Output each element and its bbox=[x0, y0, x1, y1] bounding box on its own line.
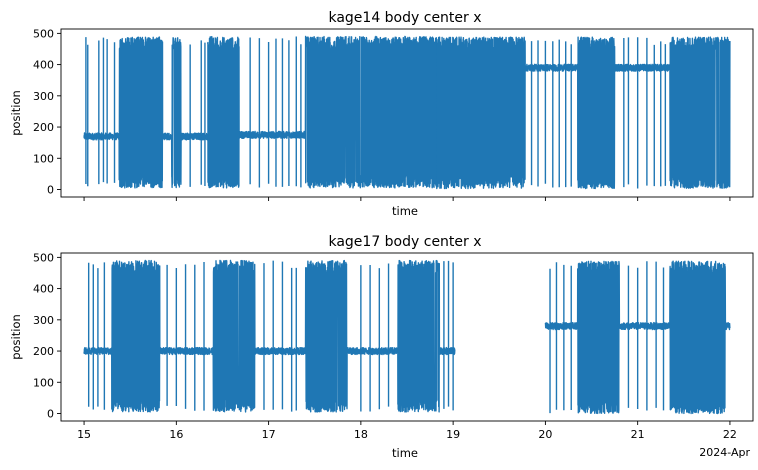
y-axis-label: position bbox=[9, 314, 23, 360]
x-axis-ticks: 15 16 17 18 19 20 21 22 bbox=[77, 421, 737, 441]
x-tick-label: 20 bbox=[538, 428, 552, 441]
axes-frame bbox=[60, 252, 754, 422]
series-line bbox=[83, 36, 209, 189]
axes-frame bbox=[60, 28, 754, 198]
x-axis-label: time bbox=[392, 204, 418, 218]
trace-layer bbox=[83, 259, 731, 415]
subplot-title: kage14 body center x bbox=[328, 10, 481, 26]
y-tick-label: 100 bbox=[33, 152, 54, 165]
x-tick-label: 15 bbox=[77, 428, 91, 441]
y-axis-ticks: 0 100 200 300 400 500 bbox=[33, 251, 61, 421]
y-tick-label: 400 bbox=[33, 283, 54, 296]
x-tick-label: 19 bbox=[446, 428, 460, 441]
subplot-kage17: kage17 body center x 0 100 200 300 400 500 15… bbox=[9, 234, 754, 460]
subplot-kage14: kage14 body center x 0 100 200 300 400 500 po… bbox=[9, 10, 754, 218]
x-axis-ticks bbox=[83, 197, 731, 201]
y-tick-label: 200 bbox=[33, 345, 54, 358]
x-tick-label: 16 bbox=[169, 428, 183, 441]
y-axis-ticks: 0 100 200 300 400 500 bbox=[33, 27, 61, 197]
x-tick-label: 21 bbox=[631, 428, 645, 441]
series-line bbox=[83, 259, 456, 413]
x-axis-label: time bbox=[392, 446, 418, 460]
series-line bbox=[435, 36, 731, 190]
y-tick-label: 400 bbox=[33, 59, 54, 72]
y-tick-label: 0 bbox=[47, 408, 54, 421]
x-tick-label: 17 bbox=[262, 428, 276, 441]
trace-layer bbox=[83, 35, 731, 190]
series-line bbox=[207, 35, 438, 189]
y-tick-label: 500 bbox=[33, 27, 54, 40]
x-axis-offset-label: 2024-Apr bbox=[699, 446, 750, 459]
y-tick-label: 0 bbox=[47, 184, 54, 197]
x-tick-label: 22 bbox=[723, 428, 737, 441]
y-tick-label: 200 bbox=[33, 121, 54, 134]
y-tick-label: 500 bbox=[33, 251, 54, 264]
x-tick-label: 18 bbox=[354, 428, 368, 441]
y-tick-label: 100 bbox=[33, 376, 54, 389]
y-tick-label: 300 bbox=[33, 90, 54, 103]
y-tick-label: 300 bbox=[33, 314, 54, 327]
subplot-title: kage17 body center x bbox=[328, 234, 481, 250]
y-axis-label: position bbox=[9, 90, 23, 136]
